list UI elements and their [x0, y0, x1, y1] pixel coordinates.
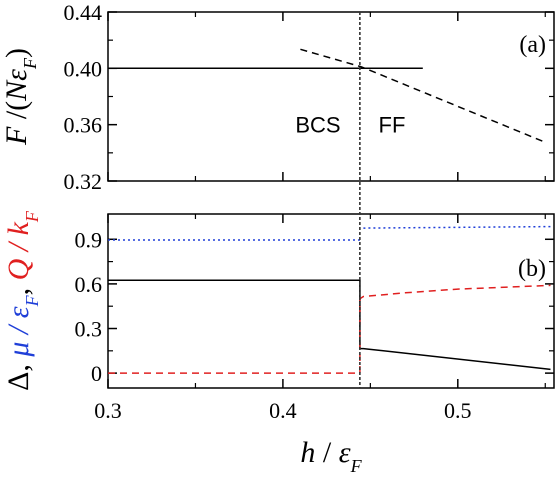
plot-frame [107, 213, 555, 389]
annotation-ff: FF [379, 113, 406, 138]
label-part: /( [0, 101, 33, 127]
panel-label: (a) [519, 32, 546, 58]
label-part: , [2, 280, 35, 295]
x-axis-label: h / εF [300, 436, 362, 476]
label-part: F [22, 294, 42, 307]
label-part: h [300, 436, 315, 469]
label-part: μ / ε [2, 306, 35, 357]
panel-label: (b) [518, 256, 546, 282]
label-part: F [20, 57, 40, 70]
label-part: F [350, 456, 363, 476]
label-part: ) [0, 48, 33, 58]
label-part: Q / k [2, 221, 35, 280]
series-line-dashed [108, 284, 551, 374]
series-line-solid [108, 279, 551, 371]
panel-b: 00.30.60.90.3 0.4 0.5(b)Δ, μ / εF, Q / kFh… [2, 210, 555, 476]
y-tick-label: 0.9 [75, 227, 103, 252]
label-part: F [22, 210, 42, 223]
y-tick-label: 0.32 [64, 169, 103, 194]
label-part: Δ, [2, 357, 35, 391]
y-tick-label: 0.3 [75, 317, 103, 342]
label-part: ε [339, 436, 351, 469]
annotation-bcs: BCS [295, 113, 340, 138]
x-tick-label: 0.4 [269, 398, 297, 423]
series-line-dashed [300, 48, 546, 143]
panel-a: 0.320.360.400.44(a)F /(NεF)BCS FF [0, 0, 555, 194]
x-tick-label: 0.3 [94, 398, 122, 423]
y-tick-label: 0.6 [75, 272, 103, 297]
y-axis-label: Δ, μ / εF, Q / kF [2, 210, 42, 391]
y-tick-label: 0.40 [64, 56, 103, 81]
y-tick-label: 0.44 [64, 0, 103, 25]
plot-frame [107, 11, 555, 182]
x-tick-label: 0.5 [444, 398, 472, 423]
label-part: F [0, 126, 33, 146]
y-tick-label: 0.36 [64, 113, 103, 138]
label-part: / [315, 436, 338, 469]
series-line-dotted [363, 225, 551, 229]
y-tick-label: 0 [91, 361, 102, 386]
y-axis-label: F /(NεF) [0, 48, 40, 146]
label-part: Nε [0, 69, 33, 102]
